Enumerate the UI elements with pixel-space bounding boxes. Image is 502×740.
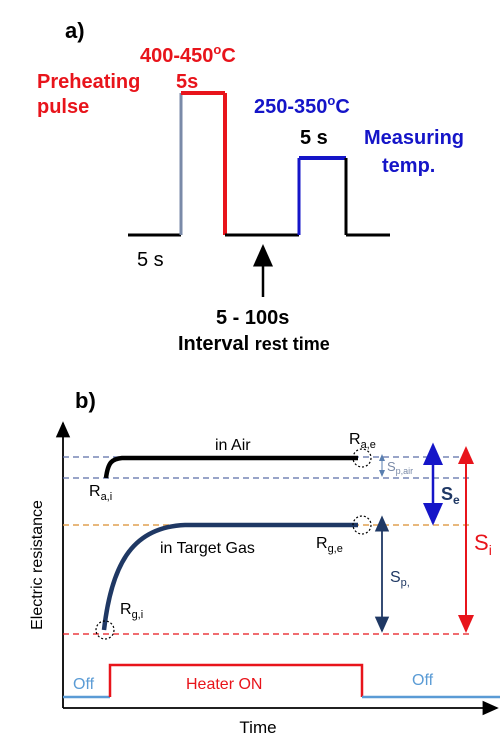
rge-marker <box>352 515 372 535</box>
measure-temperature: 250-350oC <box>254 93 350 118</box>
label-se: Se <box>441 484 460 507</box>
y-axis-label: Electric resistance <box>29 500 46 630</box>
preheat-temperature: 400-450oC <box>140 42 236 67</box>
gas-label: in Target Gas <box>160 540 255 557</box>
heater-on-line <box>108 663 364 697</box>
heater-on-label: Heater ON <box>186 676 262 693</box>
air-curve <box>103 455 358 479</box>
preheat-label-line1: Preheating <box>37 71 140 93</box>
heater-off-right-label: Off <box>412 672 434 689</box>
label-rg-e: Rg,e <box>316 535 343 555</box>
measure-label-line2: temp. <box>382 155 435 177</box>
label-rg-i: Rg,i <box>120 601 143 621</box>
panel-b-label: b) <box>75 388 96 413</box>
interval-value: 5 - 100s <box>216 307 289 329</box>
rae-marker <box>352 448 372 468</box>
label-sp: Sp, <box>390 569 410 589</box>
label-ra-e: Ra,e <box>349 431 376 451</box>
heater-off-left-label: Off <box>73 676 95 693</box>
measure-duration: 5 s <box>300 127 328 149</box>
baseline-duration: 5 s <box>137 249 164 271</box>
panel-a-label: a) <box>65 18 85 43</box>
pulse-waveform <box>128 91 390 237</box>
interval-label: Interval rest time <box>178 333 330 355</box>
panel-a: a) 400-450oC Preheating 5s pulse 250-350… <box>37 18 464 355</box>
label-si: Si <box>474 530 492 558</box>
panel-b: b) Electric resistance Time in Air in Ta… <box>29 388 500 737</box>
rgi-marker <box>95 620 115 640</box>
label-ra-i: Ra,i <box>89 483 112 503</box>
air-label: in Air <box>215 437 251 454</box>
x-axis-label: Time <box>239 718 276 737</box>
preheat-duration: 5s <box>176 71 198 93</box>
label-sp-air: Sp,air <box>387 459 413 476</box>
preheat-label-line2: pulse <box>37 96 89 118</box>
gas-curve <box>101 522 358 631</box>
measure-label-line1: Measuring <box>364 127 464 149</box>
